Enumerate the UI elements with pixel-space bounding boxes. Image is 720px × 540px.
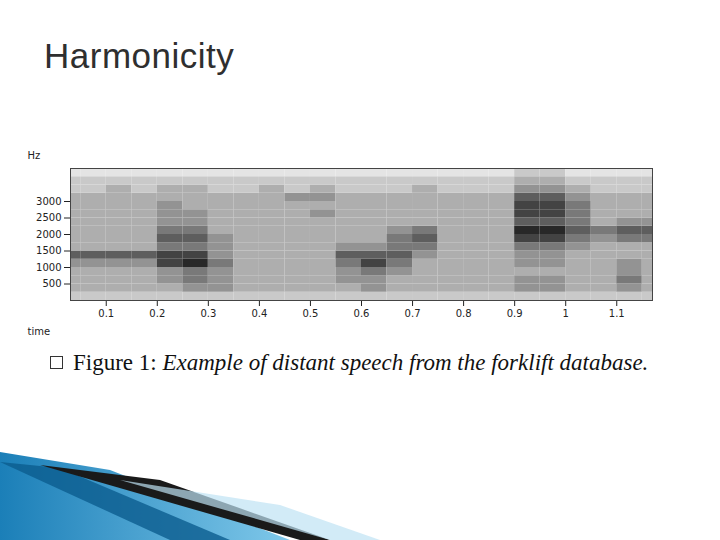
svg-text:0.8: 0.8 <box>456 308 472 319</box>
svg-text:0.2: 0.2 <box>149 308 165 319</box>
svg-text:1: 1 <box>563 308 569 319</box>
svg-text:3000: 3000 <box>36 196 61 207</box>
svg-text:500: 500 <box>42 278 61 289</box>
html-text:Harmonicity: Harmonicity <box>44 36 235 75</box>
svg-text:1000: 1000 <box>36 262 61 273</box>
svg-text:Hz: Hz <box>28 150 41 161</box>
svg-text:0.6: 0.6 <box>354 308 370 319</box>
svg-text:1.1: 1.1 <box>609 308 625 319</box>
svg-text:time: time <box>28 326 51 337</box>
svg-text:0.5: 0.5 <box>302 308 318 319</box>
svg-text:2500: 2500 <box>36 212 61 223</box>
html-text:Figure 1: Example of distant s: Figure 1: Example of distant speech from… <box>73 350 649 375</box>
svg-text:1500: 1500 <box>36 245 61 256</box>
svg-text:0.3: 0.3 <box>200 308 216 319</box>
svg-text:0.4: 0.4 <box>251 308 267 319</box>
svg-text:0.1: 0.1 <box>98 308 114 319</box>
svg-text:2000: 2000 <box>36 229 61 240</box>
svg-text:0.9: 0.9 <box>507 308 523 319</box>
svg-text:0.7: 0.7 <box>405 308 421 319</box>
